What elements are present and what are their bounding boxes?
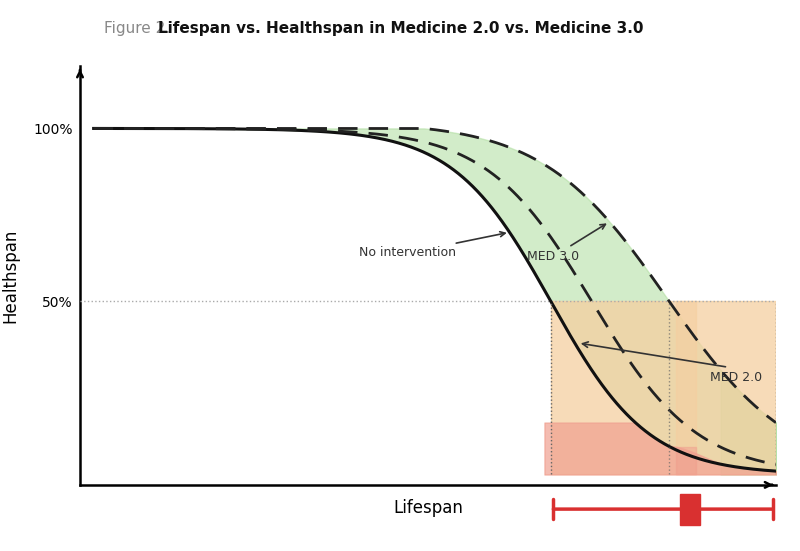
Bar — [550, 301, 776, 474]
Text: MED 3.0: MED 3.0 — [527, 224, 606, 263]
X-axis label: Lifespan: Lifespan — [393, 499, 463, 517]
Text: Lifespan vs. Healthspan in Medicine 2.0 vs. Medicine 3.0: Lifespan vs. Healthspan in Medicine 2.0 … — [158, 21, 644, 36]
Text: Figure 2.: Figure 2. — [104, 21, 175, 36]
Bar — [680, 494, 700, 525]
Text: MED 2.0: MED 2.0 — [710, 371, 762, 384]
Text: No intervention: No intervention — [359, 232, 505, 260]
Y-axis label: Healthspan: Healthspan — [2, 228, 20, 323]
